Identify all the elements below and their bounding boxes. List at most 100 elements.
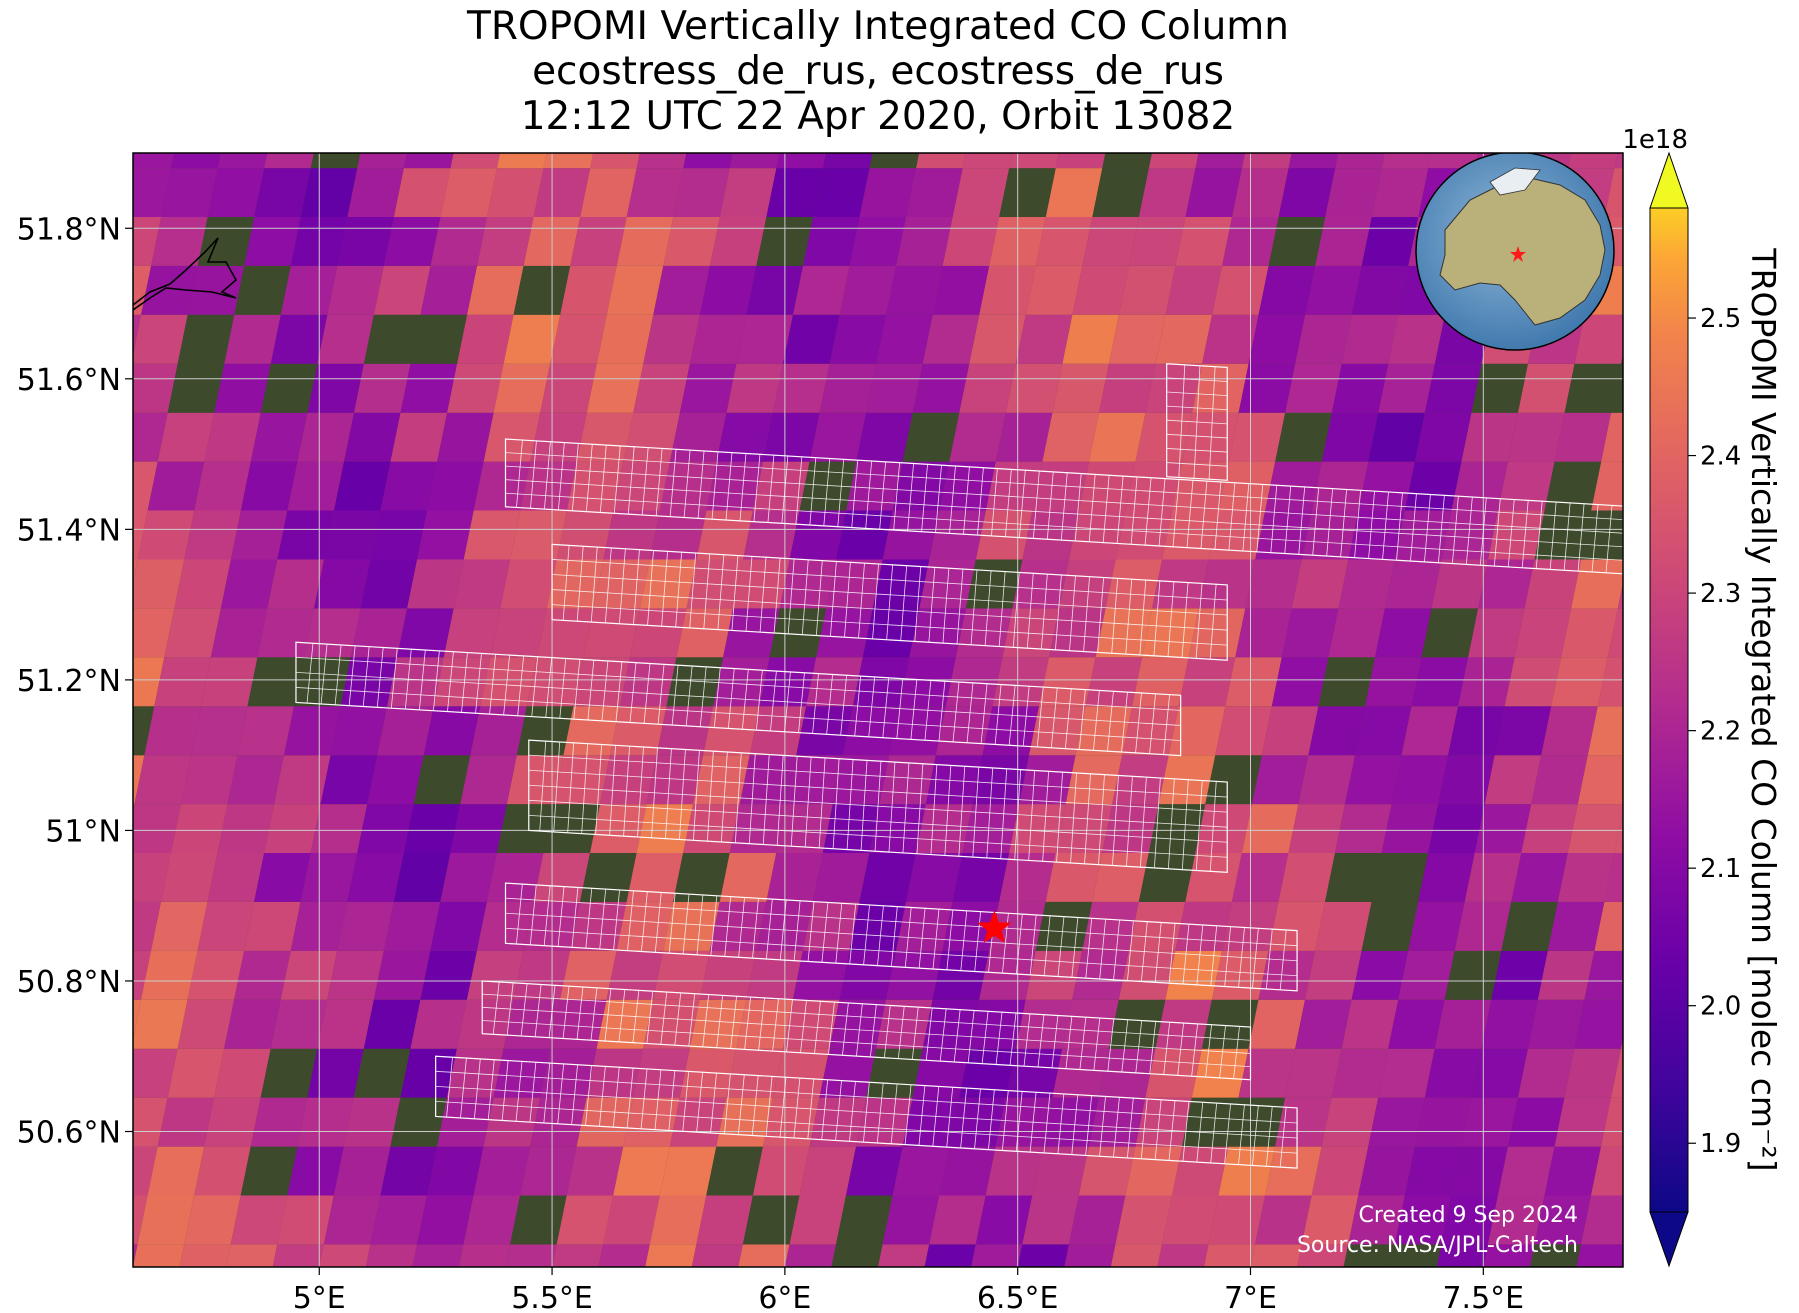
swath-mesh-line: [879, 461, 887, 530]
co-pixel-cell: [161, 853, 218, 902]
ground-gap-cell: [1371, 853, 1429, 902]
swath-mesh-line: [717, 554, 725, 630]
co-pixel-cell: [410, 999, 467, 1049]
co-pixel-cell: [144, 706, 201, 756]
swath-mesh-line: [1102, 475, 1110, 543]
co-pixel-cell: [1567, 804, 1623, 853]
co-pixel-cell: [25, 608, 82, 657]
co-pixel-cell: [367, 755, 424, 805]
co-pixel-cell: [0, 608, 35, 657]
co-pixel-cell: [962, 153, 1013, 169]
co-pixel-cell: [171, 153, 221, 169]
co-pixel-cell: [307, 1048, 364, 1098]
swath-mesh-line: [795, 456, 803, 525]
co-pixel-cell: [1487, 1195, 1545, 1245]
co-pixel-cell: [0, 951, 11, 1000]
co-pixel-cell: [1381, 804, 1439, 853]
co-pixel-cell: [1611, 1048, 1623, 1098]
co-pixel-cell: [167, 1048, 225, 1098]
co-pixel-cell: [766, 853, 823, 902]
ground-gap-cell: [133, 706, 155, 756]
co-pixel-cell: [738, 1244, 790, 1267]
co-pixel-cell: [503, 999, 560, 1049]
swath-mesh-line: [435, 1085, 1298, 1139]
co-pixel-cell: [240, 461, 298, 511]
co-pixel-cell: [580, 168, 637, 217]
co-pixel-cell: [473, 461, 531, 511]
co-pixel-cell: [1211, 950, 1269, 1000]
co-pixel-cell: [1517, 1048, 1575, 1098]
co-pixel-cell: [696, 1195, 753, 1245]
co-pixel-cell: [633, 363, 690, 413]
co-pixel-cell: [1281, 608, 1339, 658]
co-pixel-cell: [133, 412, 168, 462]
swath-mesh-line: [837, 459, 845, 527]
swath-mesh-line: [703, 553, 711, 629]
co-pixel-cell: [839, 950, 896, 1000]
swath-mesh-line: [1144, 477, 1152, 546]
colorbar-gradient: [1649, 207, 1689, 1213]
swath-mesh-line: [552, 559, 1228, 601]
co-pixel-cell: [1358, 461, 1415, 511]
ground-gap-cell: [1092, 168, 1149, 217]
co-pixel-cell: [1404, 461, 1462, 511]
co-pixel-cell: [647, 70, 704, 119]
co-pixel-cell: [1165, 950, 1222, 1000]
co-pixel-cell: [0, 1244, 44, 1293]
co-pixel-cell: [1784, 657, 1799, 706]
ground-gap-cell: [1581, 510, 1623, 560]
co-pixel-cell: [856, 1097, 913, 1147]
ground-gap-cell: [831, 1244, 883, 1267]
co-pixel-cell: [1005, 363, 1063, 413]
co-pixel-cell: [317, 314, 374, 364]
swath-mesh-line: [977, 467, 984, 536]
co-pixel-cell: [1511, 853, 1568, 902]
co-pixel-cell: [553, 755, 610, 805]
co-pixel-cell: [583, 608, 640, 658]
co-pixel-cell: [1591, 1146, 1623, 1196]
co-pixel-cell: [1098, 1048, 1156, 1098]
co-pixel-cell: [220, 559, 278, 609]
co-pixel-cell: [41, 70, 98, 119]
ground-gap-cell: [1421, 608, 1479, 658]
co-pixel-cell: [763, 412, 820, 462]
swath-mesh-line: [1153, 580, 1161, 656]
ground-gap-cell: [1471, 363, 1528, 413]
swath-mesh-line: [1012, 572, 1020, 648]
co-pixel-cell: [430, 901, 487, 951]
co-pixel-cell: [187, 950, 245, 1000]
co-pixel-cell: [789, 510, 847, 560]
co-pixel-cell: [832, 755, 890, 805]
co-pixel-cell: [370, 510, 428, 560]
co-pixel-cell: [78, 119, 135, 168]
co-pixel-cell: [653, 265, 710, 315]
swath-mesh-line: [633, 549, 640, 625]
co-pixel-cell: [729, 804, 787, 853]
swath-mesh-line: [731, 555, 739, 631]
swath-mesh-line: [1228, 482, 1236, 551]
swath-outline: [551, 543, 1228, 661]
co-pixel-cell: [829, 314, 887, 364]
co-pixel-cell: [0, 1196, 8, 1245]
co-pixel-cell: [393, 853, 451, 902]
co-pixel-cell: [321, 70, 378, 119]
co-pixel-cell: [1554, 412, 1612, 462]
co-pixel-cell: [1767, 1196, 1799, 1245]
co-pixel-cell: [133, 755, 145, 805]
co-pixel-cell: [1255, 510, 1312, 560]
co-pixel-cell: [1711, 1244, 1768, 1293]
colorbar-tick-label: 1.9: [1700, 1129, 1741, 1159]
co-pixel-cell: [882, 510, 940, 560]
ground-gap-cell: [45, 1196, 102, 1245]
swath-mesh-line: [956, 568, 964, 645]
co-pixel-cell: [1271, 657, 1329, 707]
co-pixel-cell: [1085, 657, 1143, 707]
swath-mesh-line: [1521, 500, 1529, 568]
co-pixel-cell: [1268, 901, 1325, 951]
co-pixel-cell: [823, 153, 873, 169]
co-pixel-cell: [1488, 510, 1545, 560]
co-pixel-cell: [344, 412, 401, 462]
co-pixel-cell: [1368, 412, 1425, 462]
co-pixel-cell: [1604, 168, 1623, 217]
co-pixel-cell: [1069, 510, 1126, 560]
